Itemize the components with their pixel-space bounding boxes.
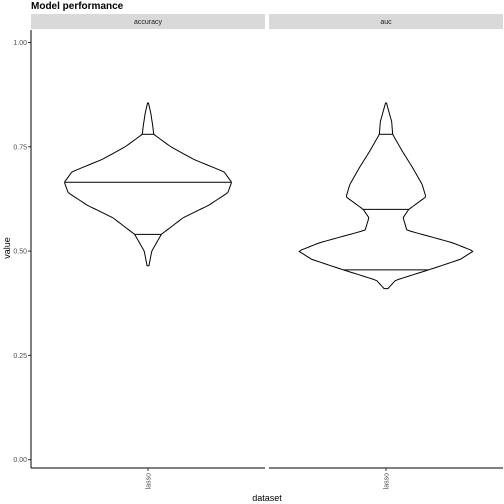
x-tick-label: lasso [384, 473, 391, 489]
facet-strip-label: auc [380, 19, 392, 26]
y-tick-label: 1.00 [13, 40, 27, 47]
violin-accuracy [64, 102, 232, 267]
facet-strip-accuracy [31, 14, 265, 29]
y-tick-label: 0.50 [13, 249, 27, 256]
y-axis-title: value [2, 237, 12, 259]
x-tick-label: lasso [146, 473, 153, 489]
x-axis-title: dataset [252, 493, 282, 503]
chart-title: Model performance [31, 1, 124, 12]
y-tick-label: 0.75 [13, 144, 27, 151]
violin-auc [298, 102, 474, 290]
y-tick-label: 0.25 [13, 353, 27, 360]
facet-strip-auc [269, 14, 503, 29]
facet-strip-label: accuracy [134, 19, 163, 26]
y-tick-label: 0.00 [13, 457, 27, 464]
